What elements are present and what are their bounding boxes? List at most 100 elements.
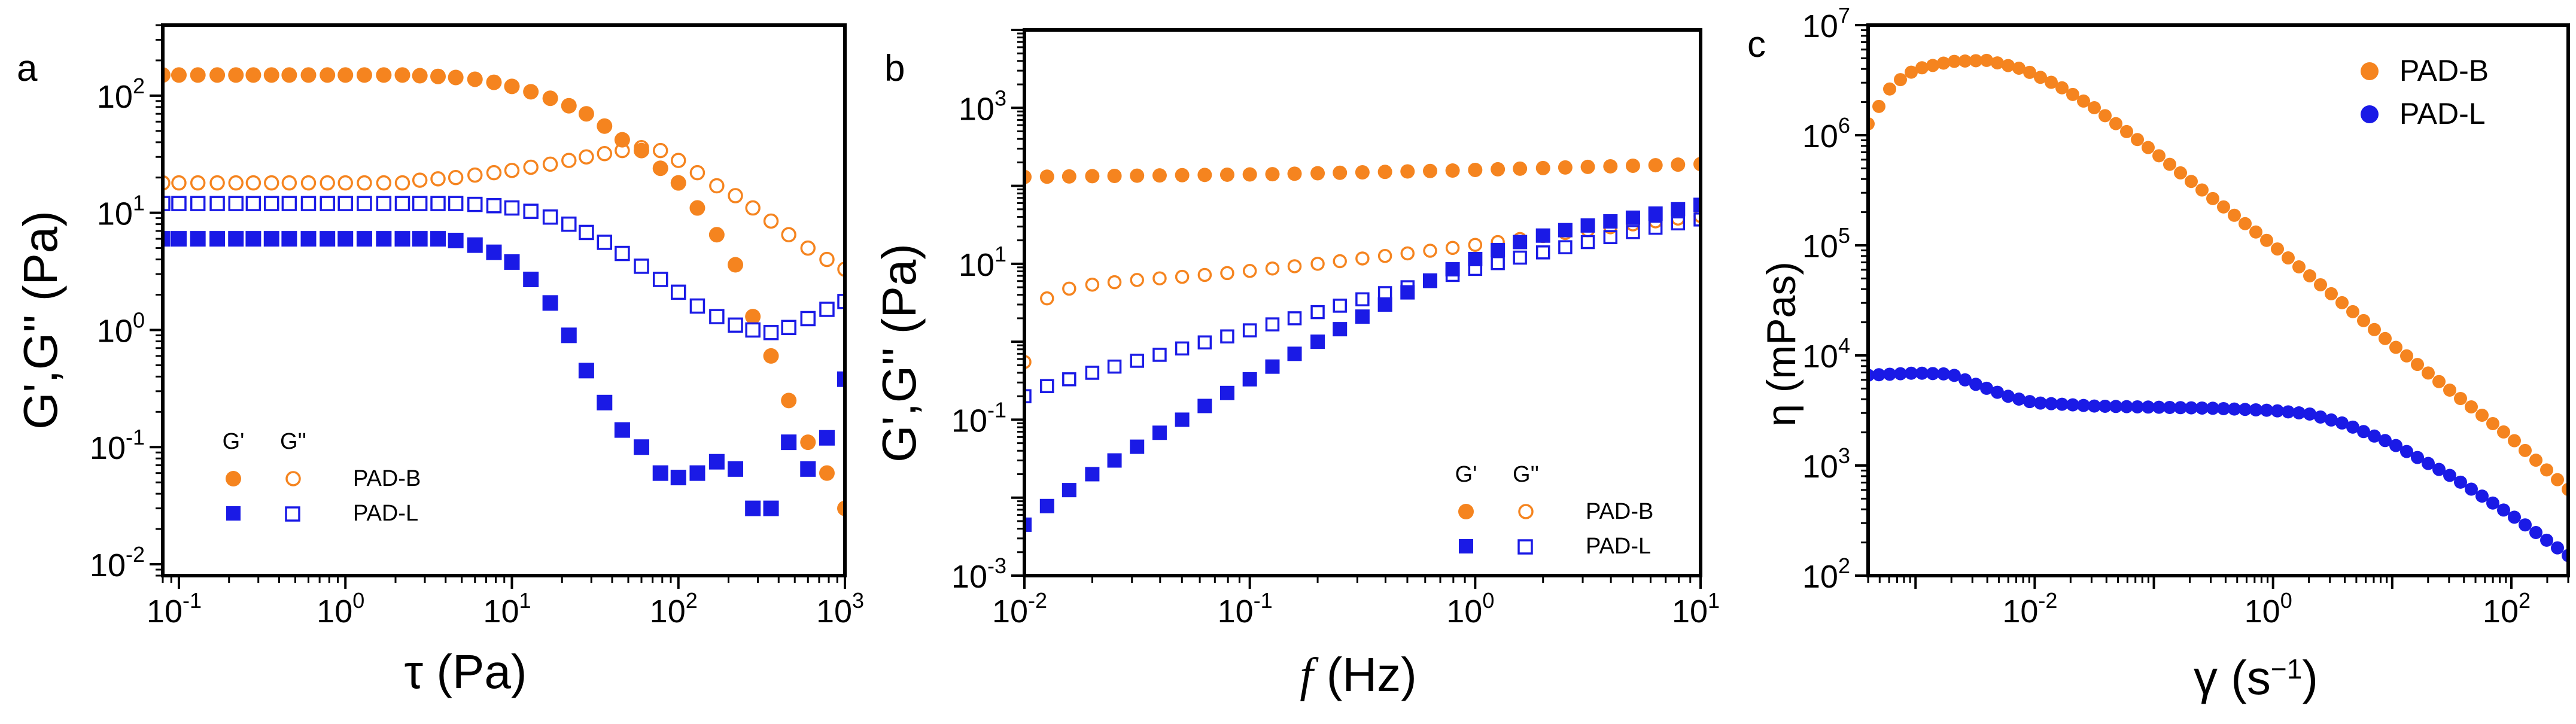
data-point <box>467 167 483 183</box>
data-point <box>1130 354 1144 368</box>
xlabel-a: τ (Pa) <box>405 645 527 698</box>
data-point <box>597 118 613 134</box>
y-tick-label: 10-3 <box>951 553 1006 595</box>
data-point <box>1626 225 1640 239</box>
data-point <box>486 74 502 90</box>
data-point <box>1535 245 1550 260</box>
data-point <box>2303 269 2316 282</box>
legend-label: PAD-B <box>2399 54 2489 87</box>
series-pad-b-g- <box>1024 209 1701 369</box>
data-point <box>448 232 464 248</box>
data-point <box>2260 403 2273 417</box>
data-point <box>1062 281 1076 296</box>
data-point <box>1175 269 1190 284</box>
y-tick-exp: 1 <box>133 191 145 215</box>
data-point <box>2174 166 2187 180</box>
data-point <box>2346 420 2359 434</box>
x-tick-label: 10-1 <box>147 588 202 629</box>
x-tick-base: 10 <box>2245 594 2280 629</box>
x-tick-base: 10 <box>816 594 852 629</box>
data-point <box>2120 400 2133 413</box>
data-point <box>1265 167 1280 182</box>
data-point <box>1197 168 1212 182</box>
y-tick-exp: 0 <box>133 308 145 332</box>
x-tick-label: 101 <box>483 588 531 629</box>
data-point <box>1883 82 1896 96</box>
data-point <box>1219 167 1234 182</box>
data-point <box>2400 445 2413 458</box>
data-point <box>670 284 686 300</box>
data-point <box>2454 392 2467 406</box>
series-pad-b <box>1868 53 2568 496</box>
y-tick-base: 10 <box>1802 559 1838 595</box>
plot-frame-1 <box>1023 28 1702 577</box>
data-point <box>709 178 725 194</box>
data-point <box>800 240 816 256</box>
data-point <box>2465 482 2478 496</box>
data-point <box>1242 372 1257 387</box>
x-tick-exp: 1 <box>519 588 531 613</box>
xlabel-c-main: γ (s <box>2194 651 2271 704</box>
data-point <box>634 258 649 274</box>
xlabel-b-unit: (Hz) <box>1313 648 1416 701</box>
data-point <box>2109 400 2122 413</box>
data-point <box>2206 191 2219 205</box>
y-tick-exp: -2 <box>126 542 145 567</box>
data-point <box>2055 397 2069 411</box>
legend-marker <box>2361 62 2379 80</box>
y-tick-base: 10 <box>1802 8 1838 44</box>
data-point <box>2379 331 2392 345</box>
data-point <box>728 317 743 333</box>
y-tick-label: 101 <box>97 191 145 232</box>
data-point <box>163 231 171 247</box>
data-point <box>1062 169 1076 184</box>
data-point <box>1107 453 1122 468</box>
data-point <box>2206 401 2219 415</box>
data-point <box>2475 489 2489 503</box>
data-point <box>2098 399 2112 413</box>
data-point <box>2142 400 2155 414</box>
data-point <box>2260 233 2273 247</box>
data-point <box>1423 163 1438 178</box>
data-point <box>2411 451 2424 464</box>
series-pad-l-g- <box>163 231 845 516</box>
data-group-0 <box>163 67 845 516</box>
data-point <box>2314 278 2327 291</box>
y-tick-label: 103 <box>959 86 1006 127</box>
data-point <box>2325 413 2338 427</box>
data-point <box>163 67 171 83</box>
data-point <box>2508 434 2521 448</box>
data-point <box>1513 250 1527 265</box>
y-tick-exp: 6 <box>1838 113 1850 138</box>
data-point <box>1287 346 1302 361</box>
data-point <box>2368 323 2381 336</box>
legend-header-gdoubleprime: G'' <box>1513 462 1539 487</box>
y-tick-label: 102 <box>1802 553 1850 595</box>
data-point <box>1107 275 1122 290</box>
data-point <box>1937 367 1950 381</box>
data-point <box>1197 335 1212 350</box>
data-point <box>281 196 297 211</box>
data-point <box>2185 401 2198 415</box>
data-point <box>708 227 725 243</box>
data-point <box>1948 54 1961 68</box>
legend-marker-filled <box>1459 539 1473 553</box>
x-tick-label: 100 <box>1446 588 1494 629</box>
data-point <box>263 231 279 247</box>
legend-1: G' G'' PAD-B PAD-L <box>1455 462 1654 559</box>
y-tick-base: 10 <box>959 91 994 127</box>
data-point <box>2389 340 2402 354</box>
data-point <box>837 371 845 387</box>
minor-ticks-0 <box>150 24 846 589</box>
data-point <box>1468 238 1483 252</box>
data-point <box>1130 273 1144 287</box>
data-point <box>1671 216 1686 231</box>
data-point <box>1445 241 1460 255</box>
x-tick-base: 10 <box>992 594 1028 629</box>
data-point <box>2379 434 2392 448</box>
data-point <box>357 175 372 191</box>
data-point <box>171 175 187 191</box>
data-point <box>1926 59 1939 72</box>
